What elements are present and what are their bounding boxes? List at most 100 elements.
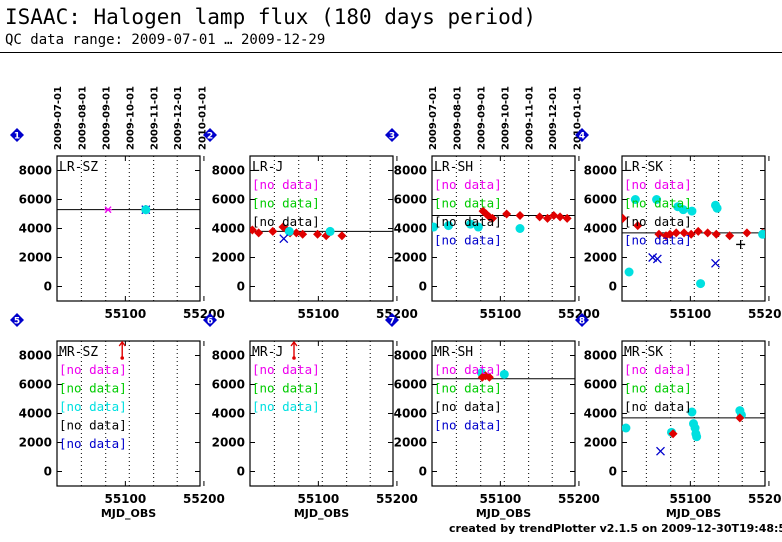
data-point bbox=[735, 413, 745, 423]
panel-number-label: 3 bbox=[389, 132, 395, 142]
data-point bbox=[652, 195, 662, 204]
credit-line: created by trendPlotter v2.1.5 on 2009-1… bbox=[449, 522, 782, 535]
no-data-label: [no data] bbox=[434, 233, 502, 248]
y-tick-label: 8000 bbox=[19, 164, 52, 178]
y-tick-label: 4000 bbox=[19, 222, 52, 236]
date-tick-label: 2010-01-01 bbox=[573, 86, 584, 150]
data-point-offscale bbox=[118, 341, 126, 357]
no-data-label: [no data] bbox=[434, 418, 502, 433]
y-tick-label: 8000 bbox=[212, 349, 245, 363]
y-tick-label: 6000 bbox=[212, 193, 245, 207]
x-tick-label: 55100 bbox=[104, 492, 146, 506]
data-point bbox=[484, 372, 494, 382]
no-data-label: [no data] bbox=[252, 399, 320, 414]
panel-lr-sz: 0 2000 4000 6000 8000 55100 55200 2009-07-01 200… bbox=[10, 86, 225, 321]
x-axis-label: MJD_OBS bbox=[101, 507, 156, 520]
data-point bbox=[711, 229, 721, 239]
panel-lr-j: 0 2000 4000 6000 8000 55100 55200 2 LR-J [no data… bbox=[203, 128, 418, 321]
date-tick-label: 2009-11-01 bbox=[150, 86, 161, 150]
data-point bbox=[742, 228, 752, 238]
data-point bbox=[515, 210, 525, 220]
y-tick-label: 4000 bbox=[19, 407, 52, 421]
x-axis-label: MJD_OBS bbox=[666, 507, 721, 520]
data-points bbox=[477, 368, 509, 382]
no-data-label: [no data] bbox=[252, 214, 320, 229]
panel-name: LR-SH bbox=[434, 160, 473, 175]
no-data-label: [no data] bbox=[624, 381, 692, 396]
panel-number-badge bbox=[385, 128, 399, 142]
data-point bbox=[711, 258, 720, 268]
y-tick-label: 0 bbox=[237, 465, 245, 479]
data-point bbox=[622, 423, 631, 433]
data-point bbox=[104, 206, 113, 214]
data-point bbox=[291, 228, 301, 238]
data-point-offscale bbox=[120, 356, 125, 360]
x-tick-label: 55200 bbox=[558, 492, 600, 506]
data-point bbox=[555, 212, 565, 222]
data-point bbox=[687, 407, 697, 417]
x-tick-label: 55100 bbox=[297, 492, 339, 506]
y-tick-label: 6000 bbox=[394, 378, 427, 392]
y-tick-label: 4000 bbox=[394, 222, 427, 236]
y-tick-label: 4000 bbox=[212, 407, 245, 421]
date-tick-label: 2009-08-01 bbox=[77, 86, 88, 150]
y-tick-label: 8000 bbox=[584, 349, 617, 363]
y-tick-label: 2000 bbox=[19, 251, 52, 265]
x-tick-label: 55100 bbox=[479, 307, 521, 321]
data-point bbox=[141, 205, 151, 215]
data-point bbox=[549, 210, 559, 220]
y-tick-label: 4000 bbox=[212, 222, 245, 236]
x-tick-label: 55100 bbox=[669, 307, 711, 321]
panel-number-label: 2 bbox=[207, 132, 213, 142]
date-tick-label: 2009-11-01 bbox=[525, 86, 536, 150]
y-tick-label: 6000 bbox=[212, 378, 245, 392]
data-point bbox=[622, 213, 628, 223]
y-tick-label: 8000 bbox=[394, 349, 427, 363]
date-tick-label: 2009-12-01 bbox=[548, 86, 559, 150]
no-data-label: [no data] bbox=[59, 381, 127, 396]
panel-number-label: 1 bbox=[14, 132, 20, 142]
data-point bbox=[268, 226, 278, 236]
x-tick-label: 55100 bbox=[104, 307, 146, 321]
data-point bbox=[630, 195, 640, 204]
data-point bbox=[313, 229, 323, 239]
no-data-label: [no data] bbox=[434, 177, 502, 192]
data-point bbox=[562, 213, 572, 223]
data-point bbox=[758, 229, 765, 239]
data-point bbox=[279, 234, 289, 244]
data-points bbox=[432, 206, 572, 233]
no-data-label: [no data] bbox=[624, 233, 692, 248]
data-point bbox=[444, 221, 453, 231]
no-data-label: [no data] bbox=[252, 362, 320, 377]
no-data-label: [no data] bbox=[252, 381, 320, 396]
data-point bbox=[473, 222, 483, 232]
data-point bbox=[725, 231, 735, 241]
y-tick-label: 2000 bbox=[212, 251, 245, 265]
panel-mr-sk: 0 2000 4000 6000 8000 55100 55200 MJD_OBS 8 MR-SK… bbox=[575, 313, 782, 520]
panel-name: LR-J bbox=[252, 160, 283, 175]
no-data-label: [no data] bbox=[624, 214, 692, 229]
panel-number-badge bbox=[10, 313, 24, 327]
panel-number-badge bbox=[575, 313, 589, 327]
data-point bbox=[692, 432, 702, 442]
header-divider bbox=[0, 52, 782, 53]
data-point bbox=[250, 225, 257, 235]
data-points bbox=[250, 222, 347, 244]
no-data-label: [no data] bbox=[252, 177, 320, 192]
y-tick-label: 6000 bbox=[584, 193, 617, 207]
y-tick-label: 8000 bbox=[394, 164, 427, 178]
data-points bbox=[104, 205, 151, 215]
data-points bbox=[290, 341, 298, 360]
panel-mr-sz: 0 2000 4000 6000 8000 55100 55200 MJD_OBS 5 MR-SZ… bbox=[10, 313, 225, 520]
data-point bbox=[543, 213, 552, 223]
data-point-offscale bbox=[290, 341, 298, 357]
panel-number-label: 7 bbox=[389, 317, 395, 327]
x-tick-label: 55200 bbox=[376, 307, 418, 321]
x-tick-label: 55200 bbox=[183, 307, 225, 321]
data-point bbox=[432, 222, 439, 232]
data-point bbox=[686, 229, 696, 239]
y-tick-label: 0 bbox=[44, 280, 52, 294]
data-point bbox=[671, 228, 681, 238]
data-point bbox=[502, 209, 512, 219]
